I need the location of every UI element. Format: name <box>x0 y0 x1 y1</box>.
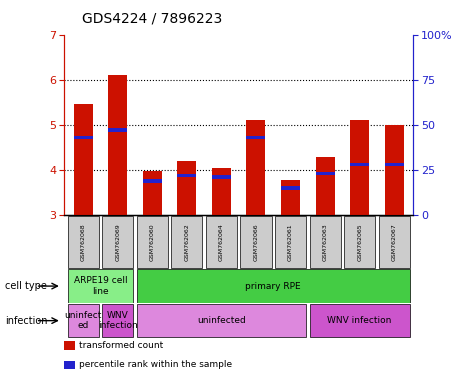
Text: WNV infection: WNV infection <box>327 316 392 325</box>
Bar <box>344 216 375 268</box>
Bar <box>310 216 341 268</box>
Bar <box>74 104 93 215</box>
Bar <box>379 216 410 268</box>
Bar <box>102 216 133 268</box>
Bar <box>275 216 306 268</box>
Bar <box>143 171 162 215</box>
Bar <box>350 163 369 166</box>
Bar <box>385 125 404 215</box>
Text: GSM762065: GSM762065 <box>357 223 362 261</box>
Bar <box>350 120 369 215</box>
Text: GSM762063: GSM762063 <box>323 223 328 261</box>
Bar <box>137 270 410 303</box>
Text: GDS4224 / 7896223: GDS4224 / 7896223 <box>82 12 222 25</box>
Bar <box>102 304 133 337</box>
Bar <box>67 270 133 303</box>
Bar <box>212 168 231 215</box>
Bar <box>212 175 231 179</box>
Bar <box>240 216 272 268</box>
Bar <box>281 180 300 215</box>
Bar <box>177 161 196 215</box>
Bar <box>315 172 334 175</box>
Text: uninfected: uninfected <box>197 316 246 325</box>
Text: GSM762060: GSM762060 <box>150 223 155 261</box>
Text: infection: infection <box>5 316 47 326</box>
Text: GSM762062: GSM762062 <box>184 223 190 261</box>
Bar <box>67 304 99 337</box>
Text: uninfect
ed: uninfect ed <box>65 311 102 330</box>
Bar <box>247 120 266 215</box>
Text: primary RPE: primary RPE <box>246 281 301 291</box>
Bar <box>137 304 306 337</box>
Text: percentile rank within the sample: percentile rank within the sample <box>79 360 232 369</box>
Bar <box>385 163 404 166</box>
Text: GSM762061: GSM762061 <box>288 223 293 261</box>
Text: GSM762068: GSM762068 <box>81 223 85 261</box>
Bar <box>206 216 237 268</box>
Text: ARPE19 cell
line: ARPE19 cell line <box>74 276 127 296</box>
Bar <box>108 75 127 215</box>
Text: GSM762067: GSM762067 <box>392 223 397 261</box>
Bar <box>108 128 127 132</box>
Bar <box>177 174 196 177</box>
Text: transformed count: transformed count <box>79 341 163 350</box>
Bar <box>137 216 168 268</box>
Text: WNV
infection: WNV infection <box>98 311 138 330</box>
Text: GSM762066: GSM762066 <box>254 223 258 261</box>
Bar <box>281 186 300 190</box>
Bar <box>143 179 162 182</box>
Bar <box>171 216 202 268</box>
Text: GSM762069: GSM762069 <box>115 223 120 261</box>
Bar <box>315 157 334 215</box>
Bar <box>247 136 266 139</box>
Bar <box>67 216 99 268</box>
Bar <box>74 136 93 139</box>
Bar <box>310 304 410 337</box>
Text: GSM762064: GSM762064 <box>219 223 224 261</box>
Text: cell type: cell type <box>5 281 47 291</box>
